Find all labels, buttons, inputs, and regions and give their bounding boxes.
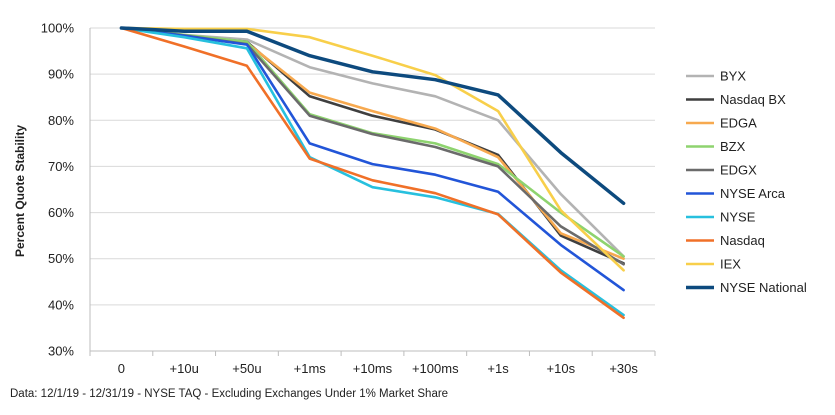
legend: BYX Nasdaq BX EDGA BZX EDGX NYSE Arca NYSE Nasd… xyxy=(686,69,807,295)
series-line-iex xyxy=(120,26,625,272)
series-lines xyxy=(119,26,626,320)
y-axis-label: Percent Quote Stability xyxy=(13,125,27,257)
legend-label: Nasdaq BX xyxy=(720,92,786,107)
x-axis-ticks: 0 +10u +50u +1ms +10ms +100ms +1s +10s +30s xyxy=(89,351,656,376)
y-tick-label: 40% xyxy=(48,297,74,312)
x-tick-label: +1ms xyxy=(294,361,327,376)
series-line-nasdaq-bx xyxy=(120,26,625,265)
y-tick-label: 70% xyxy=(48,159,74,174)
legend-label: BZX xyxy=(720,139,746,154)
legend-label: NYSE xyxy=(720,210,756,225)
y-tick-label: 100% xyxy=(41,21,75,36)
y-tick-label: 30% xyxy=(48,344,74,359)
series-line-nyse-national xyxy=(119,26,626,206)
y-tick-label: 60% xyxy=(48,205,74,220)
data-source-footnote: Data: 12/1/19 - 12/31/19 - NYSE TAQ - Ex… xyxy=(10,388,449,400)
series-line-nyse-arca xyxy=(120,26,625,292)
legend-label: NYSE National xyxy=(720,280,807,295)
series-line-edgx xyxy=(120,26,625,266)
gridlines xyxy=(89,27,655,352)
y-tick-label: 90% xyxy=(48,67,74,82)
legend-label: EDGA xyxy=(720,116,757,131)
legend-label: Nasdaq xyxy=(720,233,765,248)
x-tick-label: +30s xyxy=(609,361,638,376)
x-tick-label: 0 xyxy=(118,361,125,376)
x-tick-label: +10s xyxy=(547,361,576,376)
legend-label: NYSE Arca xyxy=(720,186,786,201)
x-tick-label: +10ms xyxy=(353,361,393,376)
x-tick-label: +50u xyxy=(232,361,261,376)
x-tick-label: +1s xyxy=(487,361,509,376)
legend-label: IEX xyxy=(720,257,741,272)
y-tick-label: 80% xyxy=(48,113,74,128)
x-tick-label: +100ms xyxy=(412,361,459,376)
legend-label: EDGX xyxy=(720,163,757,178)
y-tick-label: 50% xyxy=(48,251,74,266)
x-tick-label: +10u xyxy=(170,361,199,376)
legend-label: BYX xyxy=(720,69,746,84)
series-line-nasdaq xyxy=(120,26,625,320)
y-axis-ticks: 30% 40% 50% 60% 70% 80% 90% 100% xyxy=(41,21,75,359)
